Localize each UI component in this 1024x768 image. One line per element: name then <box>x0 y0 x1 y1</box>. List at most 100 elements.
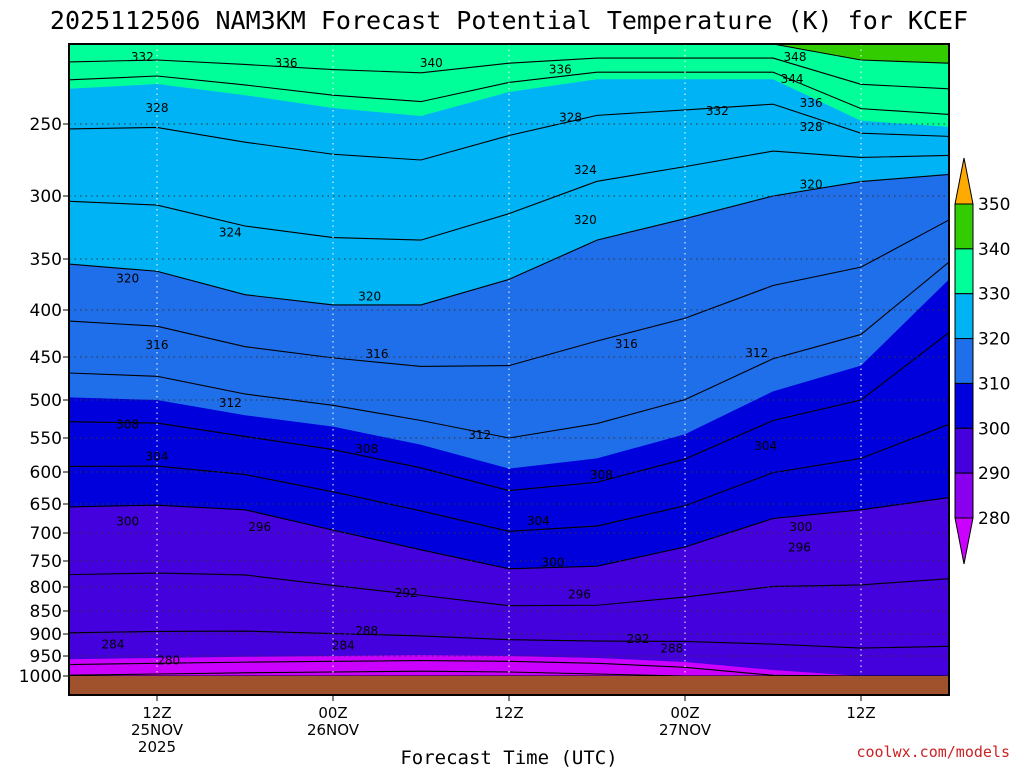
contour-label: 312 <box>468 428 491 442</box>
colorbar-arrow-top <box>954 157 974 205</box>
contour-line-304 <box>68 423 950 532</box>
contour-label: 288 <box>660 642 683 656</box>
colorbar-tick-label: 320 <box>978 330 1010 350</box>
contour-label: 316 <box>615 337 638 351</box>
contour-label: 292 <box>395 586 418 600</box>
contour-label: 308 <box>116 417 139 431</box>
colorbar-segment <box>954 382 974 429</box>
y-tick-label: 300 <box>30 187 62 207</box>
colorbar-tick-label: 330 <box>978 285 1010 305</box>
colorbar-tick-label: 310 <box>978 374 1010 394</box>
x-tick-label: 12Z <box>142 704 171 722</box>
x-axis-label: Forecast Time (UTC) <box>400 747 617 768</box>
colorbar-segment <box>954 293 974 340</box>
credit-text[interactable]: coolwx.com/models <box>856 743 1010 761</box>
x-tick-label: 26NOV <box>307 721 360 739</box>
grid-lines <box>69 44 949 676</box>
y-tick-label: 700 <box>30 524 62 544</box>
x-tick-label: 00Z <box>318 704 347 722</box>
y-tick-label: 600 <box>30 463 62 483</box>
colorbar-tick-label: 290 <box>978 464 1010 484</box>
contour-line-332 <box>68 71 950 115</box>
colorbar-segment <box>954 472 974 519</box>
contour-label: 284 <box>332 638 355 652</box>
contour-line-328 <box>68 103 950 161</box>
colorbar-segment <box>954 427 974 474</box>
y-tick-label: 750 <box>30 552 62 572</box>
contour-label: 304 <box>527 514 550 528</box>
contour-label: 296 <box>788 541 811 555</box>
contour-label: 312 <box>219 396 242 410</box>
x-tick-label: 00Z <box>670 704 699 722</box>
theta-band-330 <box>69 44 949 127</box>
colorbar-segment <box>954 203 974 250</box>
contour-label: 300 <box>542 556 565 570</box>
contour-label: 336 <box>275 56 298 70</box>
colorbar-tick-label: 340 <box>978 240 1010 260</box>
contour-label: 332 <box>131 50 154 64</box>
contour-label: 300 <box>116 514 139 528</box>
y-tick-label: 450 <box>30 348 62 368</box>
contour-label: 292 <box>627 632 650 646</box>
contour-label: 348 <box>784 50 807 64</box>
contour-labels: 332 336 340 336 348 344 336 328 328 332 328 324 320 3… <box>102 50 823 668</box>
theta-band-340 <box>69 44 949 64</box>
contour-label: 296 <box>568 588 591 602</box>
contour-line-336 <box>68 57 950 90</box>
colorbar-segment <box>954 248 974 295</box>
contour-line-320 <box>68 173 950 306</box>
x-tick-label: 25NOV <box>131 721 184 739</box>
y-tick-label: 400 <box>30 301 62 321</box>
contour-label: 324 <box>574 163 597 177</box>
y-tick-label: 800 <box>30 578 62 598</box>
contour-label: 308 <box>355 442 378 456</box>
contour-label: 344 <box>781 72 804 86</box>
x-tick-label: 12Z <box>846 704 875 722</box>
y-tick-label: 1000 <box>19 667 62 687</box>
x-tick-label: 27NOV <box>659 721 712 739</box>
y-tick-label: 550 <box>30 429 62 449</box>
contour-label: 312 <box>745 346 768 360</box>
colorbar-segment <box>954 338 974 384</box>
contour-label: 308 <box>590 468 613 482</box>
y-tick-label: 250 <box>30 115 62 135</box>
contour-line-292 <box>68 630 950 649</box>
contour-label: 300 <box>789 520 812 534</box>
y-tick-label: 950 <box>30 647 62 667</box>
y-tick-label: 850 <box>30 602 62 622</box>
contour-label: 296 <box>248 520 271 534</box>
colorbar-tick-label: 350 <box>978 195 1010 215</box>
y-tick-label: 500 <box>30 391 62 411</box>
contour-label: 320 <box>358 290 381 304</box>
contour-label: 332 <box>706 104 729 118</box>
x-tick-label: 2025 <box>138 738 176 756</box>
contour-label: 340 <box>420 56 443 70</box>
contour-label: 288 <box>355 624 378 638</box>
y-tick-label: 350 <box>30 250 62 270</box>
x-tick-label: 12Z <box>494 704 523 722</box>
colorbar-tick-label: 280 <box>978 509 1010 529</box>
y-tick-label: 900 <box>30 625 62 645</box>
chart-title: 2025112506 NAM3KM Forecast Potential Tem… <box>50 6 968 35</box>
contour-label: 280 <box>157 653 180 667</box>
contour-line-324 <box>68 150 950 241</box>
contour-label: 320 <box>116 271 139 285</box>
y-axis: 250 300 350 400 450 500 550 600 650 700 750 800 850 9… <box>19 115 69 687</box>
contour-label: 336 <box>549 63 572 77</box>
contour-label: 316 <box>366 347 389 361</box>
contour-label: 336 <box>800 96 823 110</box>
contour-label: 316 <box>146 338 169 352</box>
ground-strip <box>69 676 949 695</box>
contour-line-300 <box>68 497 950 570</box>
contour-label: 324 <box>219 226 242 240</box>
contour-line-316 <box>68 219 950 368</box>
contour-label: 320 <box>574 213 597 227</box>
contour-label: 328 <box>146 101 169 115</box>
contour-label: 320 <box>800 177 823 191</box>
y-tick-label: 650 <box>30 495 62 515</box>
colorbar: 280 290 300 310 320 330 340 350 <box>954 157 1010 565</box>
colorbar-tick-label: 300 <box>978 419 1010 439</box>
theta-band-320 <box>69 44 949 305</box>
